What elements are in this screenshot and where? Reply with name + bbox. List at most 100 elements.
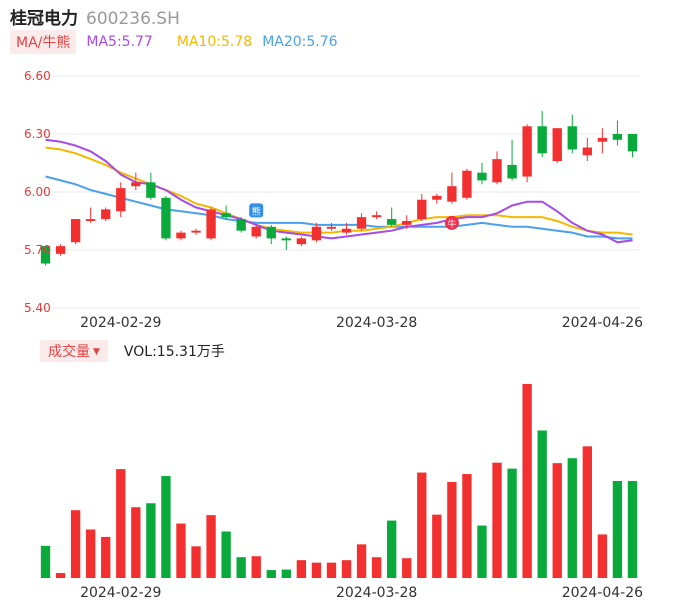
ma20-line [45,175,633,240]
candle [522,124,532,183]
candle-body [537,126,547,154]
ma10-label: MA10:5.78 [176,34,253,50]
candle [417,193,427,221]
candle [582,137,592,162]
bear-marker: 熊 [249,203,264,218]
candle [387,207,397,227]
candle-body [507,164,517,179]
candle-body [281,238,291,241]
candle-body [86,219,96,221]
x-tick-label: 2024-03-28 [336,585,417,601]
volume-bar [206,515,216,578]
candle-body [522,126,532,177]
candle-body [326,226,337,229]
candle-body [612,134,623,140]
candle-body [432,195,442,200]
volume-bar [417,472,427,578]
y-tick-label: 6.00 [24,185,51,199]
candle-body [266,226,276,239]
volume-bar [116,469,126,578]
candle [146,172,156,200]
ma10-line [45,146,633,236]
candle [40,246,51,266]
ma5-label: MA5:5.77 [86,34,153,50]
candle-body [101,209,111,220]
candle [55,244,66,256]
bull-marker-badge [444,215,459,230]
x-tick-label: 2024-02-29 [80,315,161,331]
candle-body [311,226,322,241]
candle [176,230,186,241]
candle-body [462,170,472,198]
candle [281,236,291,250]
bull-marker: 牛 [444,215,459,230]
volume-bar [296,560,307,578]
ma-legend: MA/牛熊 MA5:5.77 MA10:5.78 MA20:5.76 [10,30,338,54]
volume-selector-button[interactable]: 成交量 ▼ [40,340,108,362]
candle-body [176,232,186,239]
volume-bar [612,480,623,578]
ma-selector-button[interactable]: MA/牛熊 [10,30,77,54]
volume-bar [281,569,291,578]
candle [432,193,442,204]
candlesticks [40,110,638,266]
candle [86,207,96,223]
volume-bar [552,463,562,578]
candle-body [402,221,412,225]
volume-bar [326,562,337,578]
candle [462,168,472,200]
y-tick-label: 6.60 [24,69,51,83]
volume-bar [176,523,186,578]
x-tick-label: 2024-04-26 [562,315,643,331]
candle-body [627,134,638,152]
ma20-label: MA20:5.76 [262,34,338,50]
candle-body [552,128,562,162]
stock-code: 600236.SH [86,9,180,29]
volume-bar [567,458,577,578]
volume-bars [40,383,638,578]
signal-markers: 熊牛 [249,203,459,230]
candle [402,215,412,229]
candle [356,213,367,231]
candle [296,236,307,247]
candle-body [40,246,51,264]
candle [537,110,547,158]
candle-body [477,172,487,181]
candle-body [492,159,502,183]
volume-bar [507,468,517,578]
stock-header: 桂冠电力 600236.SH [10,4,180,29]
volume-bar [311,562,322,578]
candle [447,172,457,204]
y-tick-label: 5.40 [24,301,51,315]
bear-marker-label: 熊 [252,205,261,217]
volume-bar [191,546,201,578]
candle-body [191,230,201,233]
volume-bar [432,514,442,578]
volume-bar [101,536,111,578]
candle [70,219,81,245]
candle [371,211,382,220]
candle-body [447,186,457,202]
candle [477,163,487,185]
volume-bar [356,544,367,578]
volume-bar [86,529,96,578]
candle-body [371,215,382,218]
volume-value: VOL:15.31万手 [123,344,225,360]
volume-bar [161,476,171,578]
volume-bar [492,462,502,578]
candle [266,224,276,245]
x-tick-label: 2024-02-29 [80,585,161,601]
candle [627,134,638,158]
candle-body [161,197,171,239]
ma5-line [45,138,633,244]
volume-bar [597,534,608,578]
volume-bar [447,481,457,578]
volume-bar [131,507,141,578]
candle-body [236,219,246,231]
volume-legend: 成交量 ▼ VOL:15.31万手 [40,340,225,362]
volume-bar [537,430,547,578]
candle-body [221,213,231,218]
price-grid [38,75,640,309]
x-tick-label: 2024-04-26 [562,585,643,601]
